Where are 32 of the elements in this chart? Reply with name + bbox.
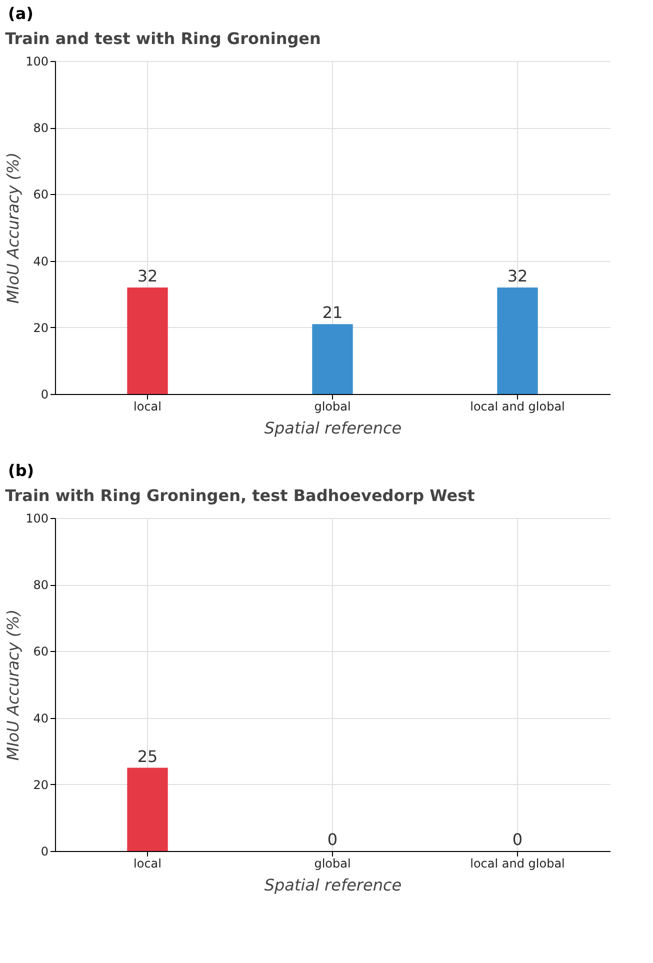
x-tick-label: local and global	[470, 400, 565, 414]
text: (b)	[7, 460, 36, 482]
x-tick-label: local	[134, 856, 162, 870]
data-label: 0	[512, 830, 523, 849]
data-label: 25	[137, 746, 158, 766]
y-tick-label: 40	[33, 711, 48, 726]
data-label: 0	[327, 830, 338, 849]
y-tick-label: 20	[33, 778, 48, 792]
y-tick-label: 0	[40, 388, 48, 402]
y-tick-label: 100	[26, 54, 48, 68]
y-tick-label: 80	[33, 578, 48, 592]
x-tick-label: local	[134, 400, 162, 414]
y-axis-title: MIoU Accuracy (%)	[4, 609, 23, 761]
y-tick-label: 60	[33, 644, 48, 659]
x-tick-label: local and global	[470, 856, 565, 870]
y-tick-label: 20	[33, 320, 48, 335]
x-axis-title: Spatial reference	[264, 876, 402, 894]
chart-title: Train and test with Ring Groningen	[5, 29, 321, 48]
y-tick-label: 100	[26, 512, 48, 526]
data-label: 32	[137, 266, 158, 286]
x-tick-label: global	[314, 856, 351, 870]
data-label: 21	[322, 303, 343, 322]
y-axis-title: MIoU Accuracy (%)	[4, 152, 23, 304]
y-tick-label: 60	[33, 188, 48, 202]
x-axis-title: Spatial reference	[264, 418, 402, 438]
y-tick-label: 80	[33, 121, 48, 136]
chart-title: Train with Ring Groningen, test Badhoevedorp West	[5, 486, 476, 505]
text: (a)	[7, 3, 34, 25]
data-label: 32	[507, 266, 528, 286]
y-tick-label: 40	[33, 254, 48, 268]
x-tick-label: global	[314, 400, 351, 414]
y-tick-label: 0	[40, 844, 48, 858]
